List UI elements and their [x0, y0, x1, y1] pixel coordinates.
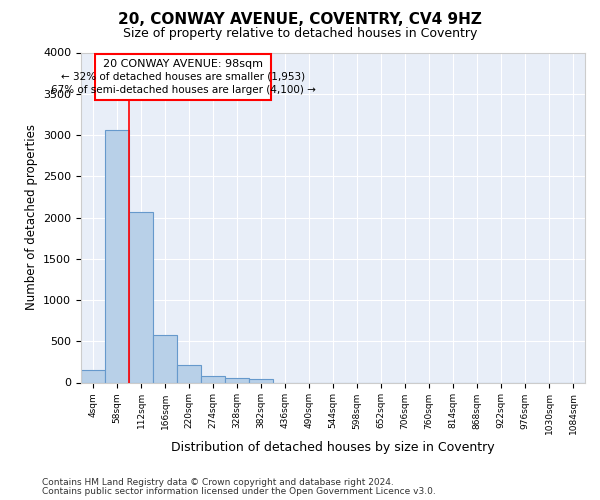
Bar [249, 379, 273, 382]
Bar [105, 130, 129, 382]
Y-axis label: Number of detached properties: Number of detached properties [25, 124, 38, 310]
X-axis label: Distribution of detached houses by size in Coventry: Distribution of detached houses by size … [171, 442, 495, 454]
Text: Size of property relative to detached houses in Coventry: Size of property relative to detached ho… [123, 28, 477, 40]
Bar [81, 370, 105, 382]
Bar [153, 336, 177, 382]
Text: ← 32% of detached houses are smaller (1,953): ← 32% of detached houses are smaller (1,… [61, 72, 305, 82]
Bar [177, 365, 201, 382]
Text: 67% of semi-detached houses are larger (4,100) →: 67% of semi-detached houses are larger (… [50, 84, 316, 94]
Bar [129, 212, 153, 382]
Bar [225, 378, 249, 382]
Text: 20, CONWAY AVENUE, COVENTRY, CV4 9HZ: 20, CONWAY AVENUE, COVENTRY, CV4 9HZ [118, 12, 482, 28]
Text: Contains public sector information licensed under the Open Government Licence v3: Contains public sector information licen… [42, 486, 436, 496]
Text: 20 CONWAY AVENUE: 98sqm: 20 CONWAY AVENUE: 98sqm [103, 59, 263, 69]
Text: Contains HM Land Registry data © Crown copyright and database right 2024.: Contains HM Land Registry data © Crown c… [42, 478, 394, 487]
FancyBboxPatch shape [95, 54, 271, 100]
Bar [201, 376, 225, 382]
